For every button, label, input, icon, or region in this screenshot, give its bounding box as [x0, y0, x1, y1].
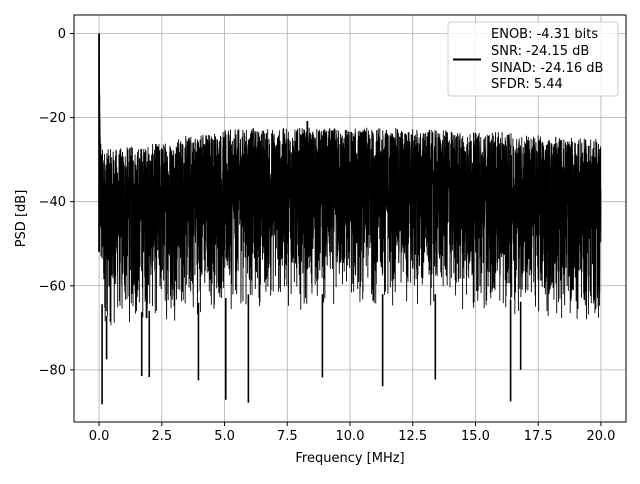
legend: ENOB: -4.31 bits SNR: -24.15 dB SINAD: -…	[447, 21, 619, 97]
y-axis-label: PSD [dB]	[14, 190, 29, 248]
x-tick-label: 2.5	[151, 429, 172, 444]
x-tick-label: 5.0	[214, 429, 235, 444]
y-tick-label: −40	[39, 195, 66, 210]
y-tick-label: −20	[39, 111, 66, 126]
x-tick-label: 0.0	[89, 429, 110, 444]
x-axis-label: Frequency [MHz]	[295, 451, 404, 466]
legend-snr: SNR: -24.15 dB	[491, 44, 589, 59]
x-tick-label: 10.0	[336, 429, 365, 444]
legend-sinad: SINAD: -24.16 dB	[491, 61, 603, 76]
y-tick-label: −80	[39, 363, 66, 378]
legend-box	[447, 21, 619, 97]
legend-enob: ENOB: -4.31 bits	[491, 27, 598, 42]
x-tick-label: 15.0	[461, 429, 490, 444]
x-tick-label: 7.5	[277, 429, 298, 444]
y-tick-label: −60	[39, 279, 66, 294]
y-tick-label: 0	[58, 27, 66, 42]
x-tick-label: 12.5	[398, 429, 427, 444]
legend-sfdr: SFDR: 5.44	[491, 77, 563, 92]
psd-series-line	[98, 53, 602, 326]
x-tick-label: 20.0	[586, 429, 615, 444]
psd-trace	[98, 33, 602, 405]
axis-ticks: 0.0 2.5 5.0 7.5 10.0 12.5 15.0 17.5 20.0 0 −20 −40 −…	[39, 27, 616, 444]
x-tick-label: 17.5	[524, 429, 553, 444]
